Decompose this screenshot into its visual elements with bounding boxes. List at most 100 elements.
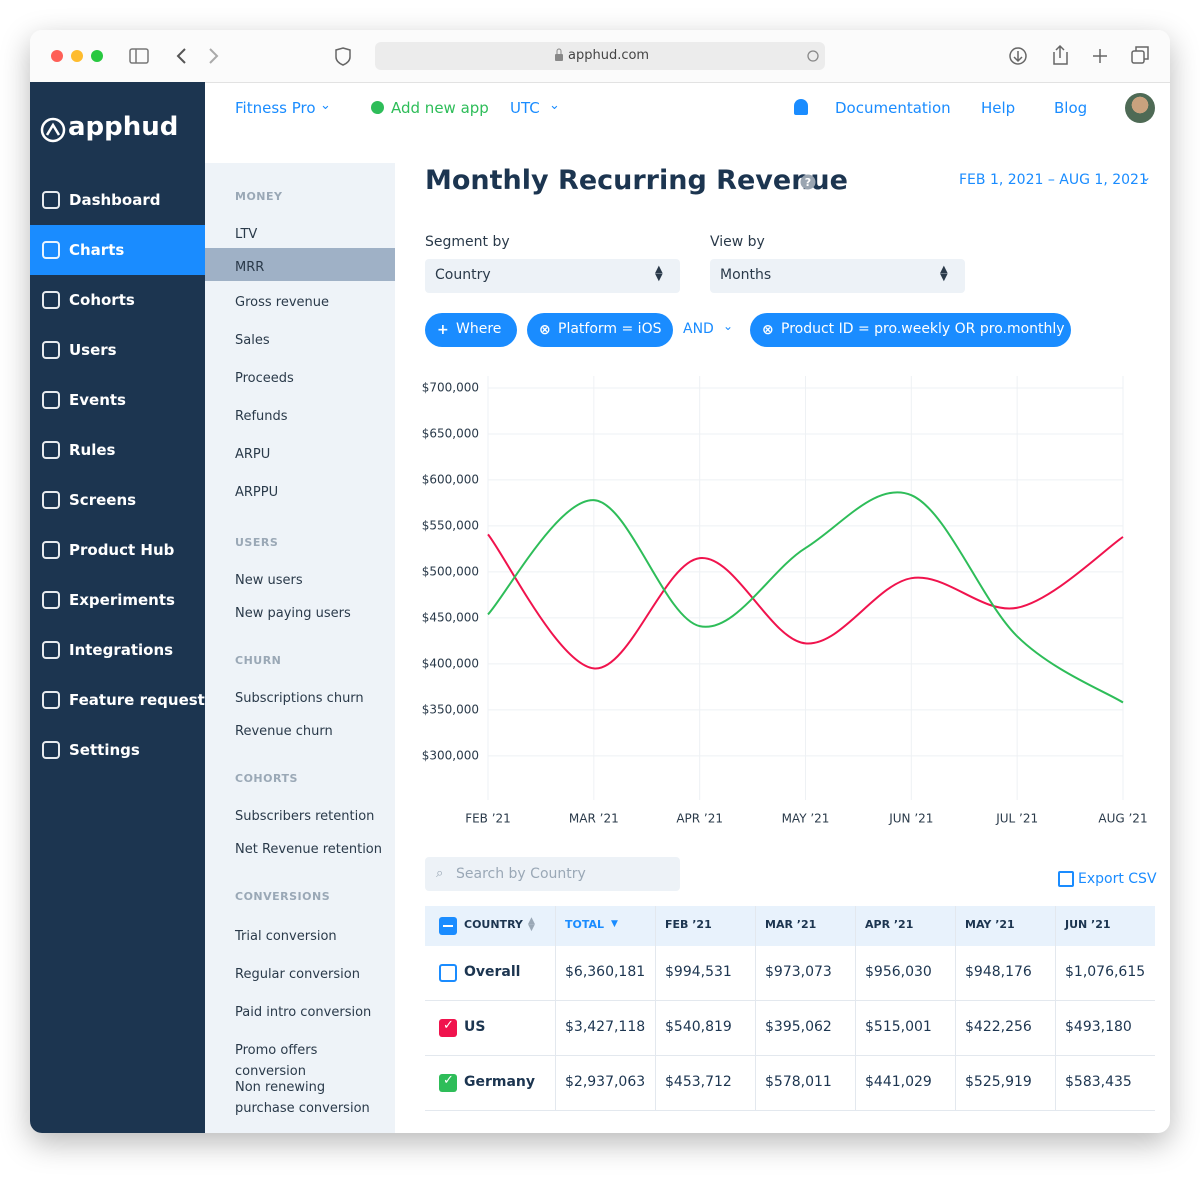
submenu-item[interactable]: Regular conversion	[235, 967, 360, 982]
table-cell: $422,256	[965, 1019, 1032, 1035]
search-placeholder: Search by Country	[456, 866, 586, 882]
column-header[interactable]: COUNTRY	[464, 918, 523, 931]
filter-pill[interactable]	[425, 313, 517, 347]
filter-text[interactable]: Platform = iOS	[558, 321, 662, 337]
submenu-item[interactable]: Sales	[235, 333, 270, 348]
nav-item[interactable]: Users	[69, 341, 117, 359]
active-submenu-bg	[205, 248, 395, 281]
y-tick-label: $600,000	[422, 472, 479, 486]
column-header[interactable]: TOTAL	[565, 918, 605, 931]
filter-text[interactable]: Product ID = pro.weekly OR pro.monthly	[781, 321, 1065, 337]
submenu-item[interactable]: Revenue churn	[235, 724, 333, 739]
nav-item[interactable]: Product Hub	[69, 541, 175, 559]
row-checkbox[interactable]	[439, 964, 457, 982]
nav-item[interactable]: Integrations	[69, 641, 174, 659]
submenu-item[interactable]: Paid intro conversion	[235, 1005, 372, 1020]
export-icon[interactable]	[1058, 871, 1074, 887]
column-divider	[655, 906, 656, 1111]
logo[interactable]: apphud	[68, 112, 179, 142]
submenu-item[interactable]: ARPPU	[235, 485, 279, 500]
nav-icon	[42, 591, 60, 609]
select-arrows: ▲ ▼	[655, 264, 663, 283]
filter-operator[interactable]: AND	[683, 321, 714, 337]
pill-icon: ⊗	[762, 322, 774, 338]
segment-label: Segment by	[425, 234, 510, 250]
nav-icon	[42, 641, 60, 659]
help-icon[interactable]: ?	[800, 174, 816, 190]
submenu-item[interactable]: Gross revenue	[235, 295, 329, 310]
pill-icon: ⊗	[539, 322, 551, 338]
y-tick-label: $450,000	[422, 610, 479, 624]
nav-item[interactable]: Charts	[69, 241, 125, 259]
date-range[interactable]: FEB 1, 2021 – AUG 1, 2021	[959, 172, 1148, 188]
submenu-item[interactable]: Trial conversion	[235, 929, 337, 944]
submenu-item[interactable]: Promo offers conversion	[235, 1043, 318, 1079]
submenu-item[interactable]: Proceeds	[235, 371, 294, 386]
column-header[interactable]: APR ’21	[865, 918, 914, 931]
app-selector[interactable]: Fitness Pro	[235, 99, 316, 117]
column-header[interactable]: MAR ’21	[765, 918, 817, 931]
nav-item[interactable]: Settings	[69, 741, 140, 759]
timezone[interactable]: UTC	[510, 99, 540, 117]
nav-item[interactable]: Events	[69, 391, 126, 409]
table-header	[425, 906, 1155, 946]
table-cell: $578,011	[765, 1074, 832, 1090]
filter-text[interactable]: Where	[456, 321, 502, 337]
submenu-section: USERS	[235, 536, 279, 549]
select-value[interactable]: Country	[435, 267, 491, 283]
submenu-item[interactable]: Refunds	[235, 409, 288, 424]
x-tick-label: MAY ’21	[782, 812, 830, 826]
series-line	[487, 533, 1124, 670]
nav-item[interactable]: Screens	[69, 491, 137, 509]
select[interactable]	[425, 259, 680, 293]
x-tick-label: JUN ’21	[888, 812, 933, 826]
submenu-item[interactable]: New users	[235, 573, 303, 588]
column-header[interactable]: MAY ’21	[965, 918, 1015, 931]
submenu-item[interactable]: Subscriptions churn	[235, 691, 364, 706]
filter-pill[interactable]	[750, 313, 1071, 347]
logo-icon	[40, 117, 66, 143]
table-cell: $515,001	[865, 1019, 932, 1035]
top-link[interactable]: Help	[981, 99, 1016, 117]
nav-item[interactable]: Feature request	[69, 691, 205, 709]
submenu-item[interactable]: Net Revenue retention	[235, 842, 382, 857]
nav-icon	[42, 241, 60, 259]
submenu-item[interactable]: ARPU	[235, 447, 271, 462]
add-icon	[371, 101, 384, 114]
nav-item[interactable]: Experiments	[69, 591, 175, 609]
nav-item[interactable]: Rules	[69, 441, 116, 459]
submenu-section: MONEY	[235, 190, 283, 203]
chevron: ⌄	[723, 319, 734, 333]
select-value[interactable]: Months	[720, 267, 772, 283]
export-csv[interactable]: Export CSV	[1078, 871, 1157, 887]
table-cell: $994,531	[665, 964, 732, 980]
submenu-item[interactable]: New paying users	[235, 606, 351, 621]
table-cell: $453,712	[665, 1074, 732, 1090]
x-tick-label: JUL ’21	[995, 812, 1038, 826]
select[interactable]	[710, 259, 965, 293]
column-header[interactable]: FEB ’21	[665, 918, 712, 931]
row-checkbox[interactable]	[439, 1019, 457, 1037]
nav-item[interactable]: Cohorts	[69, 291, 135, 309]
row-checkbox[interactable]	[439, 1074, 457, 1092]
avatar[interactable]	[1125, 93, 1155, 123]
pill-icon: +	[437, 322, 449, 338]
filter-pill[interactable]	[527, 313, 673, 347]
y-tick-label: $700,000	[422, 380, 479, 394]
submenu-item[interactable]: Non renewing purchase conversion	[235, 1080, 370, 1116]
top-link[interactable]: Blog	[1054, 99, 1088, 117]
submenu-item[interactable]: Subscribers retention	[235, 809, 375, 824]
x-tick-label: FEB ’21	[465, 812, 511, 826]
search-box[interactable]	[425, 857, 680, 891]
column-header[interactable]: JUN ’21	[1065, 918, 1111, 931]
add-app[interactable]: Add new app	[391, 99, 489, 117]
table-cell: $3,427,118	[565, 1019, 646, 1035]
submenu-item[interactable]: LTV	[235, 227, 258, 242]
header-checkbox-dash	[443, 925, 453, 927]
table-cell: Germany	[464, 1074, 536, 1090]
submenu-item[interactable]: MRR	[235, 260, 265, 275]
nav-item[interactable]: Dashboard	[69, 191, 161, 209]
top-link[interactable]: Documentation	[835, 99, 951, 117]
